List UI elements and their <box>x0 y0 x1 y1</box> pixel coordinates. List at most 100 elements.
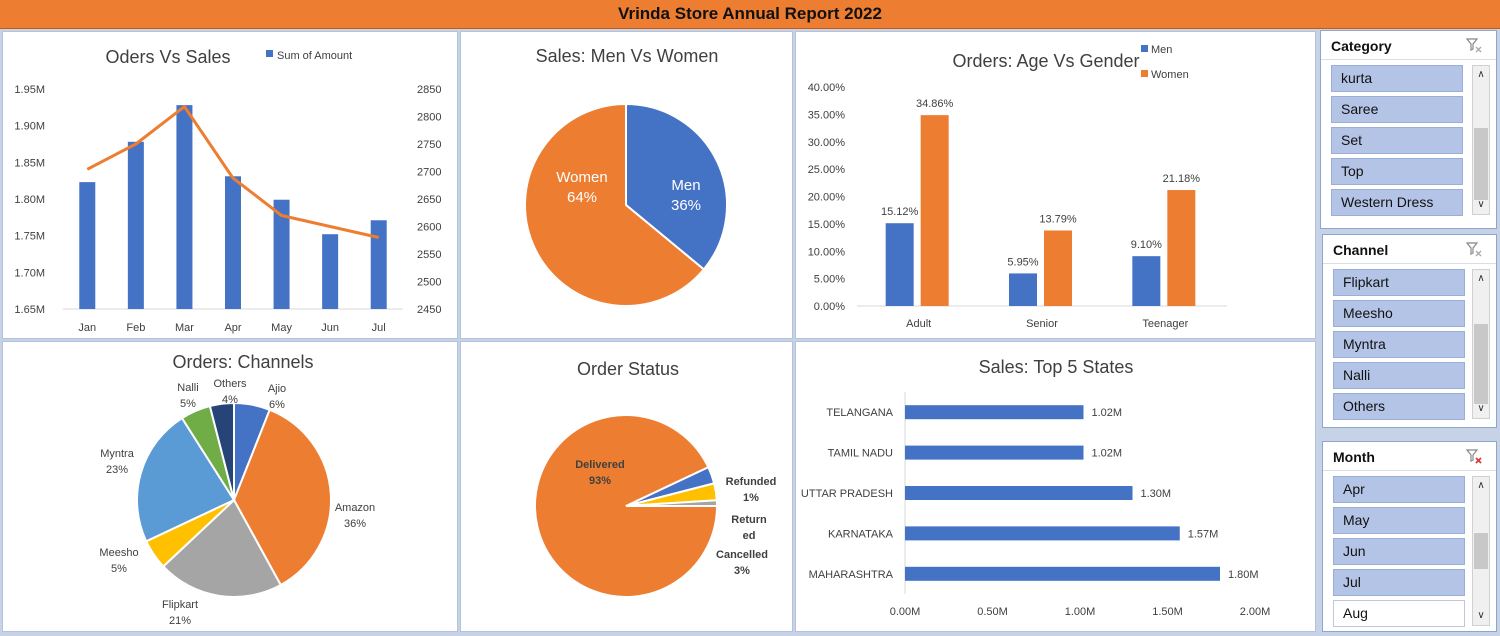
age-vs-gender-chart: Orders: Age Vs Gender Men Women 0.00% 5.00% 1… <box>795 31 1316 339</box>
category-slicer[interactable]: Category kurta Saree Set Top Western Dress ∧ ∨ <box>1320 30 1497 229</box>
bar-adult-men <box>885 223 914 306</box>
channel-slicer-scrollbar[interactable]: ∧ ∨ <box>1472 269 1490 419</box>
legend-label-men: Men <box>1151 44 1172 56</box>
slice-label-nalli: Nalli <box>177 382 198 394</box>
category-slicer-header: Category <box>1321 31 1496 60</box>
channel-slicer-title: Channel <box>1333 242 1389 258</box>
men-vs-women-chart: Sales: Men Vs Women Men 36% Women 64% <box>460 31 793 339</box>
x-tick-label: Senior <box>1026 318 1058 330</box>
data-label-adult-women: 34.86% <box>916 98 954 110</box>
y-left-tick-label: 1.65M <box>14 304 45 316</box>
scroll-thumb[interactable] <box>1474 533 1488 569</box>
data-label-teenager-women: 21.18% <box>1163 173 1201 185</box>
bar-adult-women <box>920 115 949 306</box>
chart-title: Oders Vs Sales <box>105 47 230 67</box>
clear-filter-icon[interactable] <box>1466 37 1482 53</box>
y-tick-label: MAHARASHTRA <box>809 569 894 581</box>
x-tick-label: Apr <box>224 322 241 334</box>
slice-value-myntra: 23% <box>106 464 128 476</box>
data-label-teenager-men: 9.10% <box>1131 239 1162 251</box>
bar-maharashtra <box>905 566 1220 581</box>
clear-filter-icon[interactable] <box>1466 241 1482 257</box>
slicer-item-meesho[interactable]: Meesho <box>1333 300 1465 327</box>
y-tick-label: TELANGANA <box>826 407 893 419</box>
y-tick-label: 35.00% <box>808 109 846 121</box>
data-label-senior-women: 13.79% <box>1039 213 1077 225</box>
x-tick-label: Teenager <box>1142 318 1188 330</box>
slicer-item-may[interactable]: May <box>1333 507 1465 534</box>
legend-label-women: Women <box>1151 69 1189 81</box>
scroll-up-icon[interactable]: ∧ <box>1477 69 1485 80</box>
orders-vs-sales-chart: Oders Vs Sales Sum of Amount 1.65M 1.70M 1.7… <box>2 31 458 339</box>
channel-slicer[interactable]: Channel Flipkart Meesho Myntra Nalli Others ∧ ∨ <box>1322 234 1497 428</box>
x-tick-label: Feb <box>126 322 145 334</box>
slicer-item-apr[interactable]: Apr <box>1333 476 1465 503</box>
month-slicer-items: Apr May Jun Jul Aug <box>1333 476 1465 631</box>
chart-title: Sales: Top 5 States <box>979 357 1134 377</box>
y-right-tick-label: 2450 <box>417 304 441 316</box>
x-tick-label: 1.50M <box>1152 606 1183 618</box>
chart-title: Orders: Age Vs Gender <box>952 51 1139 71</box>
scroll-up-icon[interactable]: ∧ <box>1477 273 1485 284</box>
scroll-thumb[interactable] <box>1474 324 1488 404</box>
y-right-tick-label: 2750 <box>417 139 441 151</box>
slicer-item-aug[interactable]: Aug <box>1333 600 1465 627</box>
month-slicer-header: Month <box>1323 442 1496 471</box>
slicer-item-saree[interactable]: Saree <box>1331 96 1463 123</box>
slice-label-flipkart: Flipkart <box>162 599 198 611</box>
y-left-tick-label: 1.95M <box>14 84 45 96</box>
slice-label-myntra: Myntra <box>100 448 135 460</box>
slice-label-returned-line2: ed <box>743 530 756 542</box>
y-tick-label: KARNATAKA <box>828 528 894 540</box>
y-tick-label: 0.00% <box>814 301 845 313</box>
slicer-item-flipkart[interactable]: Flipkart <box>1333 269 1465 296</box>
slice-value-delivered: 93% <box>589 475 611 487</box>
y-right-tick-label: 2650 <box>417 194 441 206</box>
scroll-thumb[interactable] <box>1474 128 1488 200</box>
slicer-item-kurta[interactable]: kurta <box>1331 65 1463 92</box>
x-tick-label: Jul <box>372 322 386 334</box>
x-tick-label: Mar <box>175 322 194 334</box>
slicer-item-jun[interactable]: Jun <box>1333 538 1465 565</box>
slice-label-meesho: Meesho <box>99 547 138 559</box>
y-left-tick-label: 1.85M <box>14 157 45 169</box>
y-tick-label: 30.00% <box>808 137 846 149</box>
data-label-uttar-pradesh: 1.30M <box>1141 488 1172 500</box>
bar-senior-men <box>1009 273 1037 306</box>
month-slicer[interactable]: Month Apr May Jun Jul Aug ∧ ∨ <box>1322 441 1497 632</box>
bar-jul <box>370 220 387 309</box>
slicer-item-jul[interactable]: Jul <box>1333 569 1465 596</box>
channel-slice-others <box>208 401 235 501</box>
y-tick-label: 5.00% <box>814 274 845 286</box>
bar-teenager-men <box>1132 256 1161 306</box>
slicer-item-nalli[interactable]: Nalli <box>1333 362 1465 389</box>
slice-value-cancelled: 3% <box>734 565 750 577</box>
slicer-item-set[interactable]: Set <box>1331 127 1463 154</box>
bar-tamil-nadu <box>905 445 1084 460</box>
y-right-tick-label: 2850 <box>417 84 441 96</box>
month-slicer-scrollbar[interactable]: ∧ ∨ <box>1472 476 1490 626</box>
slice-label-refunded: Refunded <box>726 476 777 488</box>
scroll-down-icon[interactable]: ∨ <box>1477 199 1485 210</box>
data-label-senior-men: 5.95% <box>1007 256 1038 268</box>
report-title: Vrinda Store Annual Report 2022 <box>0 0 1500 29</box>
data-label-telangana: 1.02M <box>1092 407 1123 419</box>
slice-label-returned-line1: Return <box>731 514 767 526</box>
scroll-down-icon[interactable]: ∨ <box>1477 610 1485 621</box>
clear-filter-icon[interactable] <box>1466 448 1482 464</box>
slice-label-others: Others <box>213 378 247 390</box>
slice-value-nalli: 5% <box>180 398 196 410</box>
slicer-item-myntra[interactable]: Myntra <box>1333 331 1465 358</box>
slice-value-meesho: 5% <box>111 563 127 575</box>
slicer-item-western-dress[interactable]: Western Dress <box>1331 189 1463 216</box>
y-left-tick-label: 1.90M <box>14 121 45 133</box>
bar-teenager-women <box>1167 190 1196 306</box>
slicer-item-others[interactable]: Others <box>1333 393 1465 420</box>
scroll-down-icon[interactable]: ∨ <box>1477 403 1485 414</box>
bar-apr <box>225 176 241 309</box>
category-slicer-scrollbar[interactable]: ∧ ∨ <box>1472 65 1490 215</box>
slicer-item-top[interactable]: Top <box>1331 158 1463 185</box>
scroll-up-icon[interactable]: ∧ <box>1477 480 1485 491</box>
bar-telangana <box>905 405 1084 420</box>
data-label-tamil-nadu: 1.02M <box>1092 448 1123 460</box>
